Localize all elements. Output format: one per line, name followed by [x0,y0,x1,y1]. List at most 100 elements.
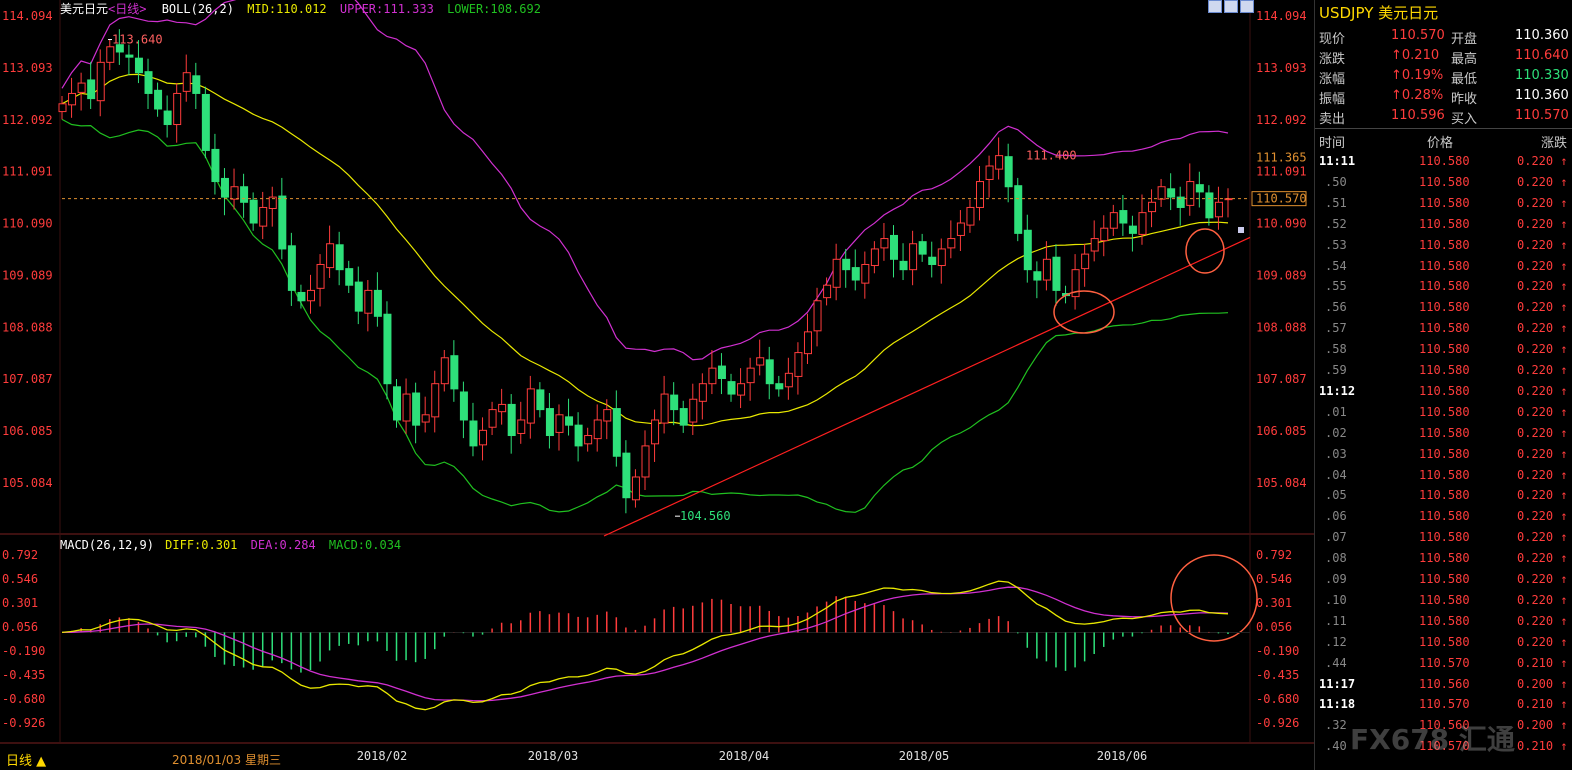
quote-value: ↑0.19% [1391,68,1444,83]
tick-price: 110.580 [1419,237,1470,252]
candle-up [966,206,975,226]
tick-row: .11 110.580 0.220 ↑ [1315,611,1572,632]
candle-up [517,419,526,434]
price-axis-right-label: 108.088 [1256,320,1307,334]
tick-price: 110.580 [1419,383,1470,398]
quote-label: 振幅 [1319,92,1346,107]
candle-up [861,263,870,284]
boll-legend: 美元日元<日线> BOLL(26,2) MID:110.012 UPPER:11… [60,0,541,17]
candle-down [1205,192,1214,219]
tick-row: .54 110.580 0.220 ↑ [1315,256,1572,277]
quote-value: ↑0.28% [1391,88,1444,103]
price-axis-right-label: 105.084 [1256,476,1307,490]
macd-axis-left-label: -0.926 [2,716,45,730]
tick-change: 0.210 ↑ [1517,655,1568,670]
tick-row: .56 110.580 0.220 ↑ [1315,297,1572,318]
quote-label: 现价 [1319,32,1346,47]
candle-down [612,408,621,457]
candle-up [737,383,746,396]
candle-up [488,409,497,428]
tick-change: 0.220 ↑ [1517,154,1568,168]
tick-row: .09 110.580 0.220 ↑ [1315,569,1572,590]
tick-change: 0.220 ↑ [1517,613,1568,628]
candle-up [698,383,707,402]
candlestick-series [58,29,1233,514]
candle-down [1023,229,1032,271]
candle-up [641,445,650,478]
high-label: 113.640 [112,33,163,47]
candle-up [306,289,315,302]
candle-up [230,186,239,200]
candle-up [182,72,191,92]
support-circle-2 [1185,228,1225,274]
macd-axis-right-label: -0.926 [1256,716,1299,730]
candle-up [603,409,612,422]
macd-axis-left-label: 0.301 [2,596,38,610]
candle-up [832,258,841,288]
candle-up [1081,253,1090,270]
candle-up [526,388,535,424]
tick-time: 11:11 [1319,154,1356,168]
candle-up [803,331,812,355]
period-button[interactable]: 日线 ▲ [6,754,47,769]
macd-axis-right-label: -0.435 [1256,668,1299,682]
candle-down [536,389,545,411]
candle-up [268,196,277,210]
candle-down [125,54,134,58]
next-icon[interactable] [1240,0,1254,13]
quote-label: 买入 [1451,112,1478,127]
candle-up [1157,186,1166,200]
trend-handle [1238,227,1244,233]
quote-label: 卖出 [1319,112,1346,127]
macd-panel [61,580,1250,711]
cursor-date: 2018/01/03 星期三 [172,753,281,767]
quote-label: 开盘 [1451,32,1478,47]
tick-time: .50 [1325,174,1347,189]
candle-down [1004,156,1013,188]
candle-up [440,357,449,385]
dea-line [61,586,1229,702]
tick-change: 0.220 ↑ [1517,404,1568,419]
chart-canvas[interactable]: 113.640 104.560 111.400 110.570 111.365 114.… [0,0,1314,770]
last-price-tag: 110.570 [1256,192,1307,206]
tick-price: 110.570 [1419,655,1470,670]
candle-up [1186,181,1195,206]
quote-value: 110.640 [1515,48,1569,63]
tick-change: 0.220 ↑ [1517,530,1568,545]
tick-change: 0.220 ↑ [1517,174,1568,189]
tick-row: .08 110.580 0.220 ↑ [1315,548,1572,569]
macd-axis-left-label: -0.190 [2,644,45,658]
price-axis-right-label: 110.090 [1256,217,1307,231]
tick-change: 0.220 ↑ [1517,342,1568,357]
candle-up [909,243,918,271]
tick-change: 0.220 ↑ [1517,237,1568,252]
tick-time: .08 [1325,551,1347,566]
tick-row: .40 110.570 0.210 ↑ [1315,736,1572,757]
prev-icon[interactable] [1224,0,1238,13]
low-label: 104.560 [680,509,731,523]
price-axis-left-label: 109.089 [2,268,53,282]
candle-down [1176,196,1185,208]
tick-time: .09 [1325,572,1347,586]
candle-up [326,243,335,269]
candle-down [545,408,554,437]
price-axis-left-label: 110.090 [2,217,53,231]
candle-up [364,289,373,314]
tick-price: 110.580 [1419,634,1470,649]
tick-price: 110.580 [1419,613,1470,628]
tick-time: .10 [1325,592,1347,607]
month-tick-label: 2018/05 [899,749,950,763]
quote-value: 110.570 [1515,108,1569,123]
tick-change: 0.200 ↑ [1517,718,1568,733]
candle-down [335,244,344,271]
tick-time: .07 [1325,530,1347,545]
candle-up [880,238,889,249]
tick-change: 0.220 ↑ [1517,592,1568,607]
candle-down [507,403,516,437]
zoom-in-icon[interactable] [1208,0,1222,13]
candle-up [660,393,669,424]
period-label: <日线> [108,2,147,16]
macd-axis-right-label: 0.792 [1256,548,1292,562]
macd-axis-left-label: -0.680 [2,692,45,706]
window-controls[interactable] [1208,0,1254,13]
